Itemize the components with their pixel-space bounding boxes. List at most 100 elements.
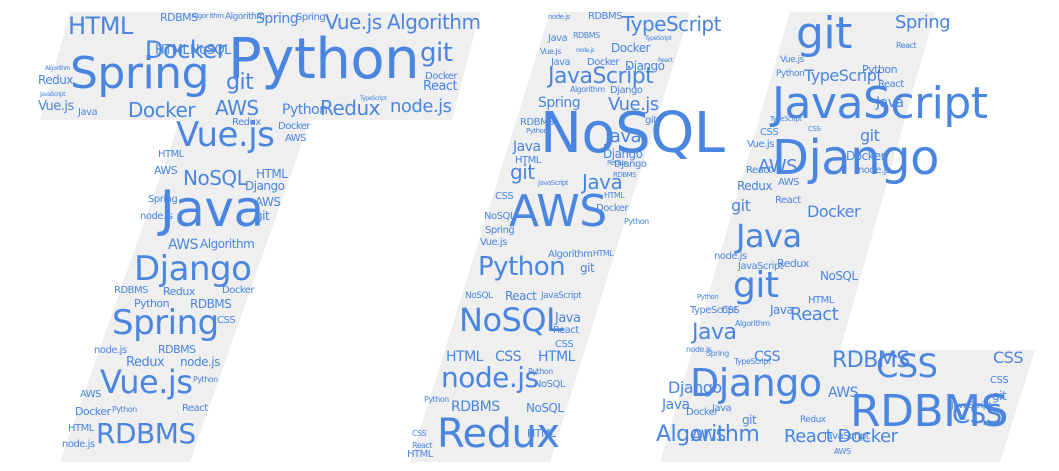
word: AWS (758, 156, 798, 177)
word: Java (551, 57, 571, 68)
word: RDBMS (158, 343, 196, 356)
word: Spring (538, 95, 581, 111)
word: Java (582, 170, 623, 194)
word: React (896, 41, 917, 50)
word: Docker (75, 405, 111, 418)
word: RDBMS (588, 11, 622, 22)
word: Django (668, 378, 722, 397)
word: CSS (993, 348, 1023, 367)
word: Python (776, 69, 805, 79)
word: Django (610, 85, 643, 96)
word: Spring (70, 48, 210, 99)
word: JavaScript (738, 261, 784, 272)
word: node.js (62, 439, 95, 450)
word: Redux (163, 285, 195, 298)
word: RDBMS (451, 399, 500, 415)
word: RDBMS (832, 348, 910, 373)
word: HTML (256, 167, 288, 181)
word: React (775, 195, 801, 206)
word: AWS (168, 237, 199, 253)
word: NoSQL (459, 301, 564, 339)
word: JavaScript (824, 431, 870, 442)
word: git (226, 70, 254, 95)
word: JavaScript (951, 401, 992, 411)
word: NoSQL (484, 211, 515, 222)
word: node.js (686, 345, 712, 354)
word: git (731, 196, 751, 215)
word: Redux (38, 73, 74, 87)
word: React Docker (784, 426, 898, 447)
word: CSS (876, 347, 938, 385)
word: React (746, 165, 772, 176)
word: JavaScript (541, 291, 582, 301)
word: Algorithm (387, 10, 481, 34)
word: Algorithm (570, 85, 605, 94)
word: node.js (714, 251, 747, 262)
word: node.js (180, 355, 220, 369)
word: NoSQL (183, 166, 248, 190)
word: Spring (706, 349, 729, 358)
word: Redux (232, 117, 261, 128)
word: node.js (576, 47, 595, 54)
word: node.js (94, 345, 127, 356)
word: Vue.js (100, 363, 193, 401)
word: Algorithm (45, 65, 70, 72)
word: CSS (495, 191, 514, 202)
word: git (420, 38, 453, 68)
letter-i-shape (410, 12, 690, 462)
word: TypeScript (804, 66, 883, 85)
word: git (860, 126, 880, 145)
word: HTML (68, 12, 133, 40)
word: HTML (604, 191, 625, 200)
word: HTML (808, 295, 834, 306)
word: React (658, 57, 673, 64)
word: Redux (800, 415, 826, 425)
word: node.js (140, 211, 173, 222)
word: NoSQL (534, 379, 565, 390)
word: Docker (425, 71, 458, 82)
word: JavaScript (548, 64, 654, 89)
word: git (796, 8, 852, 59)
word: git (992, 389, 1007, 403)
word: Redux (437, 411, 560, 457)
word: Docker (686, 407, 719, 418)
word: Django (690, 361, 822, 405)
word: TypeScript (622, 12, 721, 36)
word: AWS (509, 186, 607, 237)
word: AWS (215, 96, 259, 120)
word: AWS (828, 385, 859, 401)
word: Django (134, 249, 252, 289)
word: AWS (778, 177, 800, 188)
word: Spring (112, 303, 219, 343)
word: Django (625, 59, 665, 73)
word: CSS (721, 305, 740, 316)
word: Redux (126, 355, 165, 370)
word: RDBMS (613, 171, 637, 179)
word: Vue.js (176, 115, 275, 155)
word: React (412, 441, 433, 450)
word: CSS (754, 349, 781, 365)
word: Python (134, 297, 170, 310)
word: node.js (548, 13, 570, 21)
word: git (733, 265, 779, 306)
word: node.js (441, 361, 539, 394)
word: Java (770, 303, 794, 317)
word: Django (245, 179, 285, 193)
word: git (645, 115, 657, 126)
word: Spring (485, 225, 515, 236)
word: RDBMS (190, 297, 232, 311)
word: AWS (691, 426, 726, 445)
word: Docker (596, 203, 629, 214)
word: git (255, 209, 270, 223)
word: HTML (515, 155, 541, 166)
word: React (878, 79, 904, 90)
word: Java (605, 126, 642, 147)
word: Algorithm (735, 319, 770, 328)
word: Java (555, 311, 581, 326)
word: Vue.js (747, 139, 774, 150)
word: Docker (128, 98, 196, 122)
word: HTML (538, 349, 575, 365)
word: git (580, 261, 595, 275)
